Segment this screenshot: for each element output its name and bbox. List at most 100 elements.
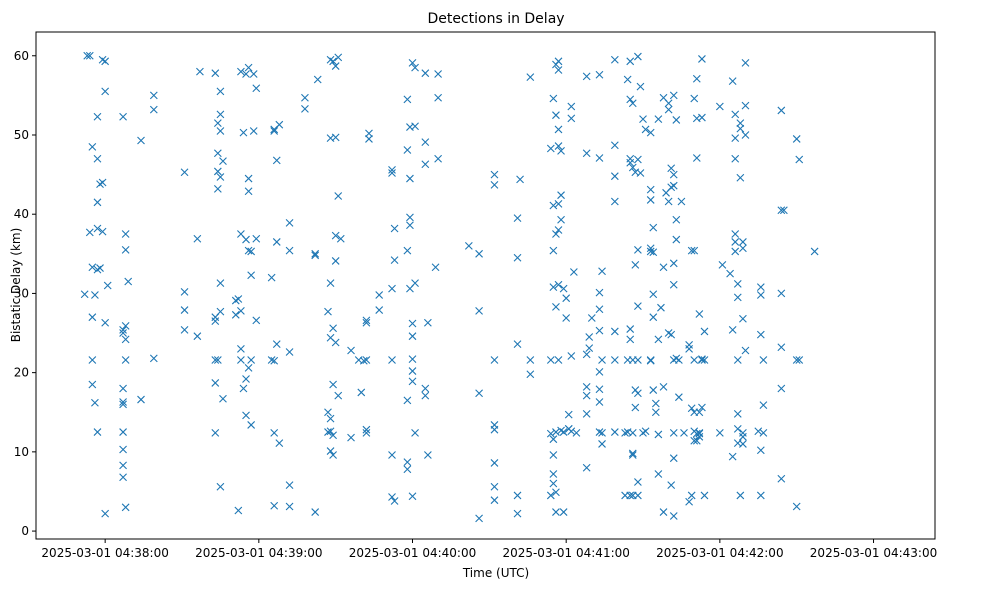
data-point — [423, 451, 432, 459]
x-axis-label: Time (UTC) — [462, 566, 529, 580]
data-point — [795, 155, 804, 164]
data-point — [213, 167, 222, 176]
data-point — [119, 473, 127, 482]
data-point — [219, 157, 227, 166]
data-point — [549, 470, 558, 478]
data-point — [285, 246, 294, 255]
data-point — [700, 356, 709, 364]
data-point — [728, 325, 737, 334]
data-point — [329, 324, 337, 333]
data-point — [587, 314, 596, 322]
data-point — [326, 447, 335, 455]
data-point — [121, 335, 130, 344]
data-point — [285, 481, 294, 490]
data-point — [733, 424, 742, 433]
data-point — [411, 63, 419, 72]
data-point — [331, 231, 340, 240]
x-tick-label: 2025-03-01 04:39:00 — [195, 546, 322, 560]
data-point — [329, 451, 337, 459]
data-point — [610, 428, 619, 436]
data-point — [567, 102, 576, 111]
data-point — [610, 55, 619, 64]
data-point — [334, 391, 343, 400]
data-point — [219, 394, 227, 403]
data-point — [119, 325, 127, 334]
data-point — [756, 283, 765, 291]
data-point — [313, 75, 322, 84]
data-point — [149, 91, 158, 100]
data-point — [669, 259, 678, 268]
data-point — [334, 53, 343, 62]
data-point — [275, 439, 284, 448]
data-point — [490, 181, 499, 189]
data-point — [93, 154, 102, 163]
data-point — [739, 432, 747, 441]
data-point — [406, 213, 414, 222]
data-point — [362, 316, 371, 325]
data-point — [252, 316, 261, 325]
data-point — [137, 395, 145, 404]
data-point — [329, 57, 337, 66]
data-point — [595, 385, 604, 394]
data-point — [634, 478, 642, 486]
data-point — [513, 509, 522, 518]
data-point — [634, 52, 642, 61]
data-point — [598, 428, 606, 437]
data-point — [137, 136, 145, 145]
x-tick-label: 2025-03-01 04:38:00 — [41, 546, 168, 560]
data-point — [598, 356, 606, 364]
data-point — [552, 60, 560, 69]
data-point — [91, 398, 99, 407]
data-point — [634, 389, 642, 398]
data-point — [552, 230, 560, 238]
data-point — [610, 172, 619, 181]
data-point — [80, 290, 89, 299]
data-point — [324, 428, 332, 436]
data-point — [654, 335, 663, 344]
data-point — [231, 310, 240, 319]
data-point — [216, 482, 225, 491]
data-point — [526, 370, 535, 379]
data-point — [634, 356, 642, 364]
data-point — [731, 247, 740, 256]
data-point — [754, 427, 763, 436]
data-point — [692, 154, 701, 162]
data-point — [93, 198, 102, 207]
data-point — [759, 356, 768, 364]
data-point — [687, 491, 696, 500]
data-point — [270, 125, 279, 134]
data-point — [641, 125, 650, 134]
data-point — [651, 408, 660, 417]
data-point — [582, 350, 591, 359]
data-point — [582, 463, 591, 472]
data-point — [388, 493, 396, 501]
data-point — [698, 113, 706, 122]
data-point — [649, 313, 658, 322]
data-point — [549, 435, 558, 444]
data-point — [646, 128, 655, 137]
data-point — [388, 169, 396, 177]
data-point — [646, 247, 655, 256]
data-point — [674, 356, 683, 364]
data-point — [595, 326, 604, 335]
data-point — [672, 235, 681, 244]
data-point — [93, 428, 102, 436]
data-point — [649, 248, 658, 257]
data-point — [285, 219, 294, 227]
data-point — [610, 356, 619, 364]
data-point — [664, 197, 673, 206]
data-point — [795, 356, 804, 364]
data-point — [562, 314, 571, 322]
data-point — [347, 433, 355, 442]
data-point — [690, 246, 699, 255]
plot-area — [80, 51, 819, 523]
x-axis: 2025-03-01 04:38:00 2025-03-01 04:39:00 20… — [41, 539, 937, 560]
data-point — [733, 356, 742, 364]
data-point — [336, 234, 345, 243]
data-point — [595, 70, 604, 79]
data-point — [649, 386, 658, 394]
data-point — [695, 310, 704, 318]
data-point — [659, 383, 668, 391]
data-point — [83, 51, 92, 60]
data-point — [411, 428, 419, 437]
